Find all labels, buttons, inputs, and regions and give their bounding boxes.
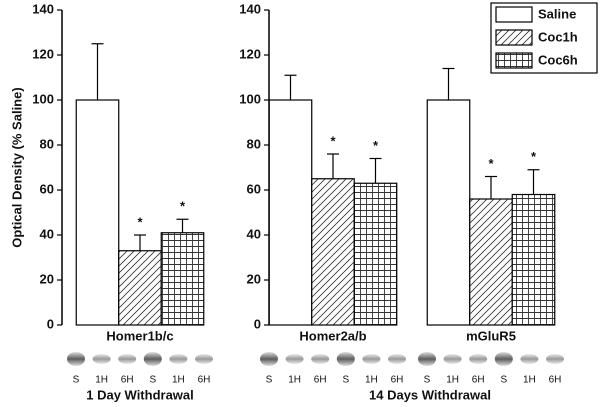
blot-band — [92, 354, 111, 364]
lane-label: 1H — [523, 375, 536, 386]
y-tick-label: 60 — [40, 181, 54, 196]
significance-marker: * — [137, 214, 143, 229]
significance-marker: * — [488, 156, 494, 171]
lane-label: 1H — [95, 375, 108, 386]
lane-label: 1H — [288, 375, 301, 386]
blot-band — [285, 354, 304, 364]
lane-label: S — [424, 375, 431, 386]
blot-band — [418, 352, 436, 366]
y-tick-label: 20 — [247, 271, 261, 286]
lane-label: S — [342, 375, 349, 386]
bar — [511, 193, 556, 326]
lane-label: S — [73, 375, 80, 386]
legend-swatch — [495, 29, 533, 46]
blot-band — [143, 352, 162, 366]
y-tick-label: 80 — [247, 136, 261, 151]
lane-label: 1H — [365, 375, 378, 386]
bar — [118, 250, 162, 326]
y-tick-label: 0 — [254, 316, 261, 331]
lane-label: 6H — [391, 375, 404, 386]
blot-band — [118, 354, 137, 364]
y-tick-label: 80 — [40, 136, 54, 151]
y-tick-label: 140 — [32, 1, 54, 16]
bar — [469, 198, 513, 326]
significance-marker: * — [531, 149, 537, 164]
significance-marker: * — [180, 199, 186, 214]
lane-label: 6H — [121, 375, 134, 386]
lane-label: S — [266, 375, 273, 386]
bar — [353, 182, 398, 326]
y-tick-label: 140 — [239, 1, 261, 16]
y-tick-label: 100 — [32, 91, 54, 106]
x-tick-label: Homer2a/b — [299, 328, 366, 343]
significance-marker: * — [373, 138, 379, 153]
blot-band — [260, 352, 278, 366]
lane-label: 6H — [472, 375, 485, 386]
bar — [75, 99, 120, 326]
blot-band — [546, 354, 564, 364]
legend-swatch — [495, 6, 533, 23]
legend-label: Coc1h — [538, 29, 578, 44]
lane-label: S — [500, 375, 507, 386]
blot-band — [362, 354, 381, 364]
legend-label: Coc6h — [538, 52, 578, 67]
bar — [160, 232, 205, 326]
blot-band — [469, 354, 488, 364]
lane-label: 1H — [446, 375, 459, 386]
legend-label: Saline — [538, 6, 576, 21]
blot-band — [494, 352, 513, 366]
y-tick-label: 100 — [239, 91, 261, 106]
y-tick-label: 120 — [32, 46, 54, 61]
blot-band — [195, 354, 213, 364]
y-axis-label: Optical Density (% Saline) — [9, 87, 24, 247]
y-tick-label: 20 — [40, 271, 54, 286]
blot-band — [443, 354, 462, 364]
blot-band — [520, 354, 539, 364]
blot-band — [336, 352, 355, 366]
legend-swatch — [495, 52, 533, 69]
lane-label: 6H — [549, 375, 562, 386]
y-tick-label: 60 — [247, 181, 261, 196]
bar — [426, 99, 471, 326]
bar — [311, 178, 355, 326]
blot-band — [67, 352, 85, 366]
y-tick-label: 120 — [239, 46, 261, 61]
significance-marker: * — [330, 133, 336, 148]
lane-label: S — [149, 375, 156, 386]
x-axis-label: 1 Day Withdrawal — [86, 387, 194, 402]
blot-band — [169, 354, 188, 364]
x-tick-label: mGluR5 — [466, 328, 516, 343]
x-tick-label: Homer1b/c — [106, 328, 173, 343]
blot-band — [388, 354, 406, 364]
y-tick-label: 40 — [40, 226, 54, 241]
lane-label: 6H — [198, 375, 211, 386]
y-tick-label: 0 — [47, 316, 54, 331]
lane-label: 6H — [314, 375, 327, 386]
blot-band — [311, 354, 330, 364]
bar — [268, 99, 313, 326]
y-tick-label: 40 — [247, 226, 261, 241]
x-axis-label: 14 Days Withdrawal — [369, 387, 491, 402]
lane-label: 1H — [172, 375, 185, 386]
